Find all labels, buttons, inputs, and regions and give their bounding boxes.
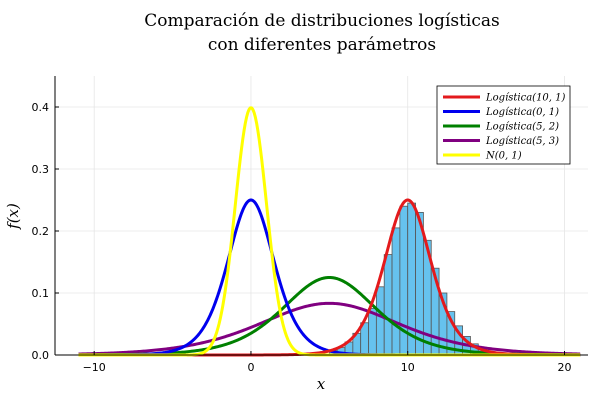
legend-label-0: Logística(10, 1) xyxy=(485,93,566,104)
y-ticks: 0.0 0.1 0.2 0.3 0.4 xyxy=(32,101,59,362)
series-line-2 xyxy=(78,276,581,357)
legend-label-2: Logística(5, 2) xyxy=(485,122,559,133)
legend-label-3: Logística(5, 3) xyxy=(485,136,559,147)
histogram-bar-7 xyxy=(383,254,393,356)
legend: Logística(10, 1) Logística(0, 1) Logística… xyxy=(436,85,571,165)
x-tick-label-0: −10 xyxy=(83,361,106,374)
y-axis-label: f(x) xyxy=(4,203,22,230)
x-axis-label: x xyxy=(317,375,326,393)
x-tick-label-3: 20 xyxy=(557,361,571,374)
series-line-3 xyxy=(78,301,581,356)
x-ticks: −10 0 10 20 xyxy=(83,351,571,374)
histogram-bar-6 xyxy=(375,286,385,356)
histogram-bar-8 xyxy=(391,227,401,356)
y-tick-label-2: 0.2 xyxy=(32,225,50,238)
y-tick-label-1: 0.1 xyxy=(32,287,50,300)
y-tick-label-4: 0.4 xyxy=(32,101,50,114)
legend-label-4: N(0, 1) xyxy=(485,151,522,162)
x-tick-label-2: 10 xyxy=(401,361,415,374)
histogram xyxy=(328,202,495,356)
x-tick-label-1: 0 xyxy=(247,361,254,374)
chart-title-line-1: Comparación de distribuciones logísticas xyxy=(144,11,500,31)
chart-title-line-2: con diferentes parámetros xyxy=(208,35,436,55)
y-tick-label-3: 0.3 xyxy=(32,163,50,176)
legend-label-1: Logística(0, 1) xyxy=(485,107,559,118)
y-tick-label-0: 0.0 xyxy=(32,349,50,362)
